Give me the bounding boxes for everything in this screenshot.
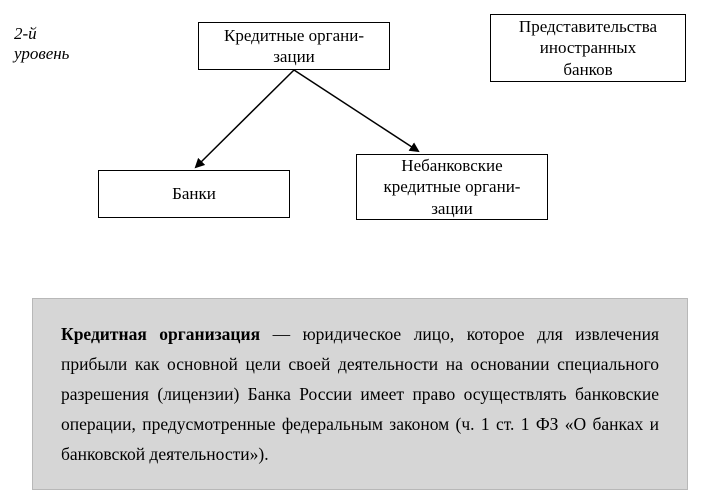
diagram-area: 2-й уровень Кредитные органи- зации Пред… [0,0,720,280]
node-banks-label: Банки [172,183,216,204]
level-label-line2: уровень [14,44,69,63]
level-label-line1: 2-й [14,24,37,43]
definition-body: юридическое лицо, которое для извлечения… [61,324,659,464]
definition-box: Кредитная организация — юридическое лицо… [32,298,688,490]
definition-dash: — [260,324,303,344]
arrow-to-banks [196,70,294,167]
arrow-to-nonbank [294,70,418,151]
level-label: 2-й уровень [14,24,69,64]
node-banks: Банки [98,170,290,218]
node-nonbank-label: Небанковские кредитные органи- зации [384,155,521,219]
definition-term: Кредитная организация [61,324,260,344]
node-credit-orgs-label: Кредитные органи- зации [224,25,364,68]
node-nonbank: Небанковские кредитные органи- зации [356,154,548,220]
node-foreign-reps-label: Представительства иностранных банков [519,16,657,80]
node-credit-orgs: Кредитные органи- зации [198,22,390,70]
node-foreign-reps: Представительства иностранных банков [490,14,686,82]
